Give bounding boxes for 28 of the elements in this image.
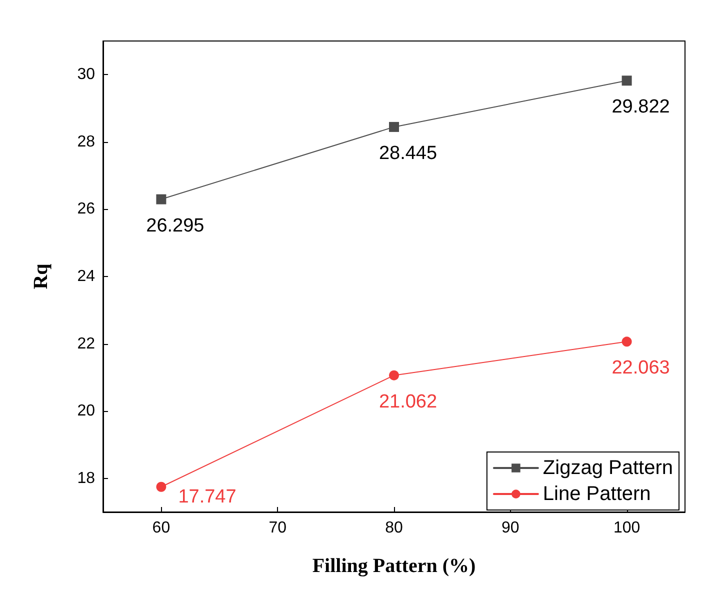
y-tick-label: 26 [77,200,96,218]
data-label: 26.295 [146,215,204,236]
y-tick-label: 18 [77,470,96,487]
x-axis-title: Filling Pattern (%) [312,555,476,577]
y-tick-label: 20 [77,402,96,420]
data-label: 22.063 [612,358,670,379]
point [389,370,399,380]
y-tick-label: 30 [77,66,96,84]
point [622,336,632,347]
x-tick-label: 100 [613,520,640,536]
point [389,122,399,132]
point [156,194,166,204]
x-tick-label: 70 [268,520,287,536]
data-label: 21.062 [378,391,438,412]
data-label: 17.747 [178,486,236,508]
data-label: 28.445 [378,142,438,164]
x-tick-label: 60 [152,520,170,536]
legend-label: Zigzag Pattern [542,457,674,479]
y-axis-title: Rq [30,264,52,290]
x-tick-label: 90 [502,520,520,536]
y-tick-label: 22 [77,335,96,352]
y-tick-label: 24 [77,268,96,285]
x-tick-label: 80 [385,520,403,536]
y-tick-label: 28 [77,133,96,150]
point [156,482,166,492]
data-label: 29.822 [612,96,670,118]
legend-label: Line Pattern [542,483,651,505]
point [622,76,632,86]
